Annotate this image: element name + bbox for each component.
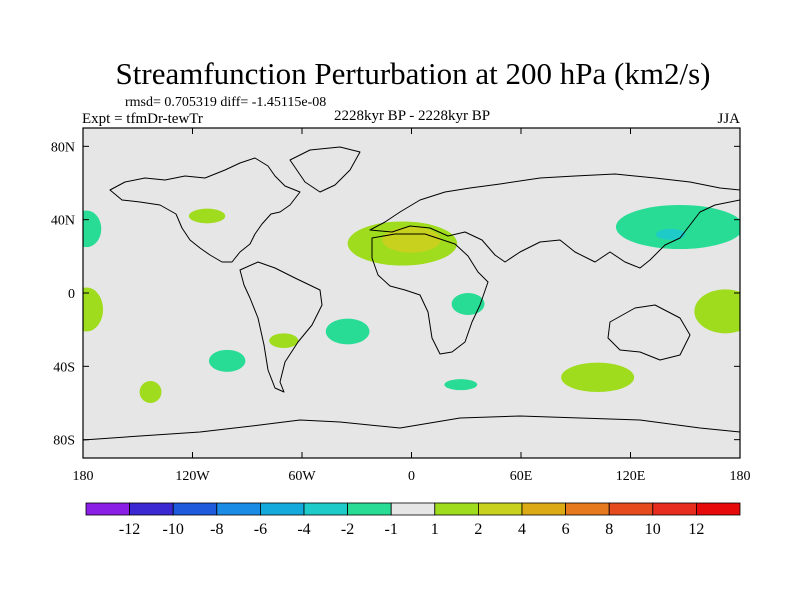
period-label: 2228kyr BP - 2228kyr BP [334,108,490,124]
chart-title: Streamfunction Perturbation at 200 hPa (… [116,56,711,91]
stats-label: rmsd= 0.705319 diff= -1.45115e-08 [125,95,326,110]
map-background [83,128,740,458]
x-tick-label: 60W [288,469,316,484]
colorbar-label: -10 [163,521,184,538]
colorbar-swatch [85,502,130,516]
x-tick-label: 0 [408,469,415,484]
colorbar-swatch [172,502,218,516]
anomaly-region-south-pacific-negative [208,349,246,372]
north-america-coast [109,157,301,263]
anomaly-region-south-africa-negative [444,379,478,391]
anomaly-region-far-south-pacific-positive [139,381,162,403]
x-tick-label: 180 [73,469,94,484]
colorbar-label: 8 [605,521,613,538]
colorbar-swatch [303,502,348,516]
colorbar-label: -1 [385,521,398,538]
anomaly-region-south-atlantic-negative [325,318,370,345]
colorbar-swatch [390,502,436,516]
y-tick-label: 80N [51,140,75,155]
y-tick-label: 40N [51,214,75,229]
y-tick-label: 0 [68,287,75,302]
anomaly-region-east-pacific-negative [83,210,102,248]
y-axis: 80N 40N 0 40S 80S [51,140,740,449]
colorbar-swatch [259,502,305,516]
anomaly-region-south-america-positive [269,333,299,348]
anomaly-region-east-asia-core [656,228,686,240]
colorbar-swatch [477,502,523,516]
colorbar-label: 4 [518,521,526,538]
anomaly-region-west-pacific-positive [694,289,740,334]
colorbar-swatch [521,502,566,516]
colorbar-swatch [696,502,741,516]
x-tick-label: 60E [510,469,533,484]
colorbar-swatch [652,502,697,516]
antarctica-coast [83,415,740,441]
colorbar-label: 1 [431,521,439,538]
anomaly-region-equatorial-pacific-positive [83,287,104,332]
south-america-coast [239,261,323,393]
colorbar-label: -2 [341,521,354,538]
australia-coast [607,304,691,361]
colorbar-label: 10 [645,521,661,538]
colorbar-label: -6 [254,521,267,538]
coastlines [83,146,740,441]
colorbar-label: -4 [297,521,310,538]
x-tick-label: 180 [730,469,751,484]
anomaly-region-north-africa-core [382,227,441,253]
colorbar-swatch [608,502,654,516]
greenland-coast [289,146,361,193]
x-axis: 180 120W 60W 0 60E 120E 180 [73,128,751,484]
colorbar-swatch [129,502,174,516]
anomaly-region-indian-ocean-positive [561,362,635,393]
colorbar-swatch [434,502,479,516]
colorbar-swatch [565,502,610,516]
anomaly-region-east-asia-negative [615,205,740,249]
y-tick-label: 40S [53,360,75,375]
colorbar-swatch [347,502,392,516]
anomaly-region-east-africa-negative [451,293,485,315]
anomaly-region-mexico-positive [188,208,226,224]
colorbar-label: 2 [474,521,482,538]
colorbar-label: 6 [562,521,570,538]
expt-label: Expt = tfmDr-tewTr [82,111,203,127]
eurasia-coast [369,173,740,269]
colorbar-label: -12 [119,521,140,538]
colorbar-label: 12 [688,521,704,538]
season-label: JJA [717,111,740,127]
colorbar-swatch [216,502,261,516]
colorbar-label: -8 [210,521,223,538]
colorbar: -12 -10 -8 -6 -4 -2 -1 1 2 4 6 8 10 12 [85,502,741,538]
africa-coast [371,233,489,355]
x-tick-label: 120W [175,469,210,484]
y-tick-label: 80S [53,434,75,449]
x-tick-label: 120E [616,469,646,484]
